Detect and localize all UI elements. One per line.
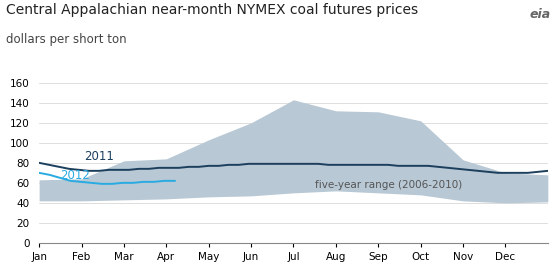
Text: 2011: 2011 bbox=[84, 150, 113, 163]
Text: five-year range (2006-2010): five-year range (2006-2010) bbox=[315, 180, 462, 190]
Text: 2012: 2012 bbox=[60, 169, 90, 182]
Text: eia: eia bbox=[529, 8, 551, 21]
Text: Central Appalachian near-month NYMEX coal futures prices: Central Appalachian near-month NYMEX coa… bbox=[6, 3, 418, 17]
Text: dollars per short ton: dollars per short ton bbox=[6, 33, 126, 46]
